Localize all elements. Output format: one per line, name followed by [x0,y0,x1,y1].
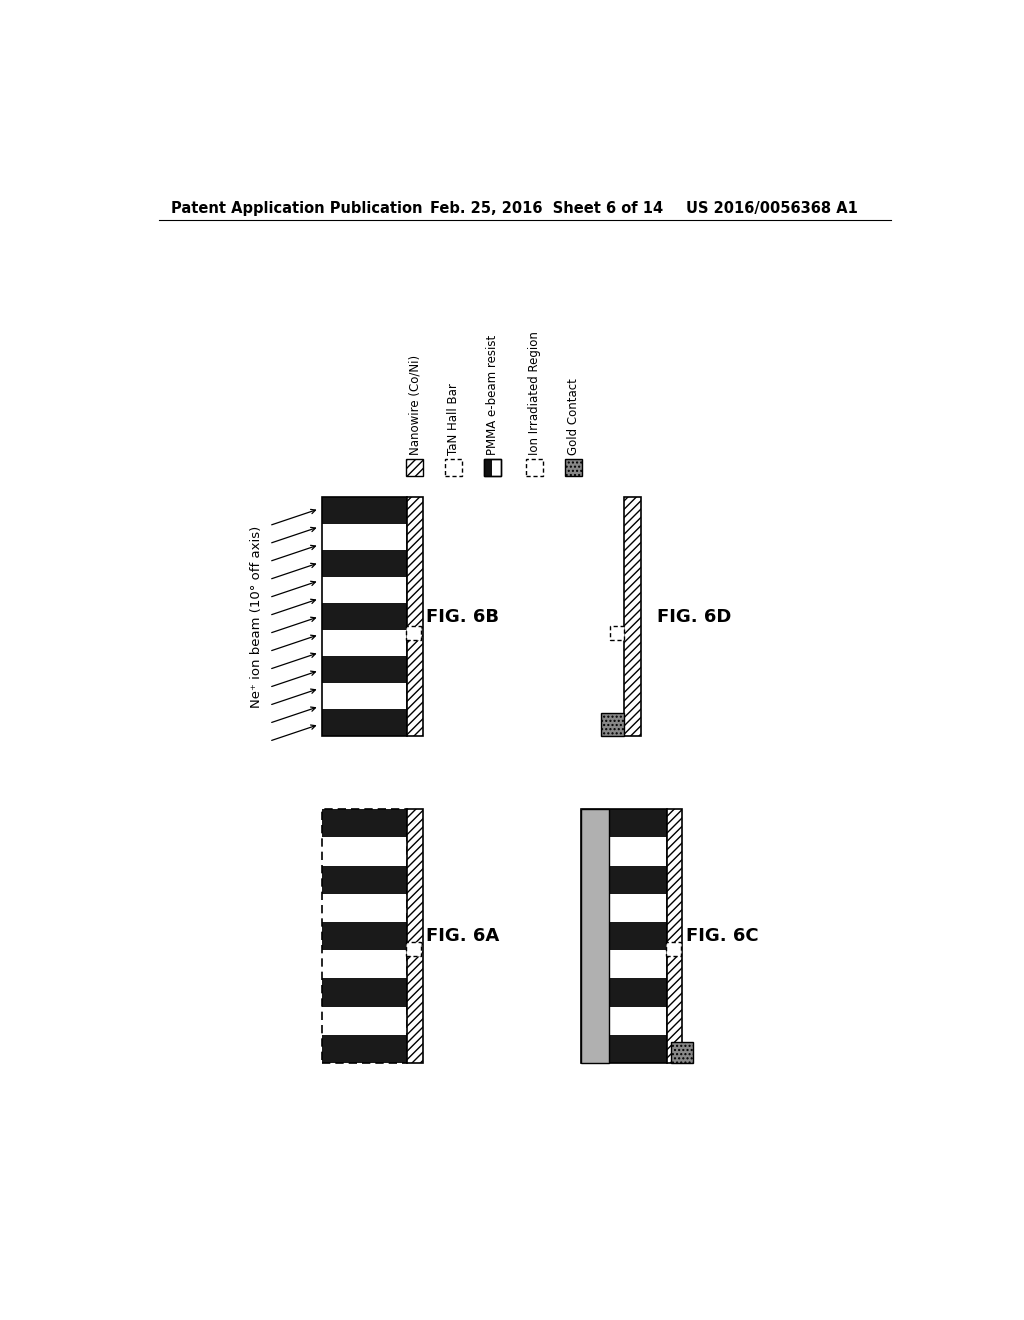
Bar [322,809,407,1063]
Text: FIG. 6B: FIG. 6B [426,607,500,626]
Bar [582,809,667,1063]
Bar [582,866,667,894]
Text: Ion Irradiated Region: Ion Irradiated Region [528,331,542,455]
Bar [407,626,421,640]
Text: PMMA e-beam resist: PMMA e-beam resist [485,334,499,455]
Text: FIG. 6D: FIG. 6D [656,607,731,626]
Text: FIG. 6A: FIG. 6A [426,927,500,945]
Bar [322,603,407,630]
Bar [582,1035,667,1063]
Bar [582,809,667,1063]
Bar [322,550,407,577]
Bar [483,459,493,475]
Text: Feb. 25, 2016  Sheet 6 of 14: Feb. 25, 2016 Sheet 6 of 14 [430,201,664,215]
Bar [582,921,667,950]
Bar [666,942,681,956]
Bar [322,709,407,737]
Text: TaN Hall Bar: TaN Hall Bar [447,383,460,455]
Bar [407,809,423,1063]
Bar [624,498,641,737]
Bar [322,498,407,737]
Bar [322,978,407,1007]
Bar [582,809,608,1063]
Bar [322,921,407,950]
Text: US 2016/0056368 A1: US 2016/0056368 A1 [686,201,858,215]
Bar [582,809,667,837]
Text: Nanowire (Co/Ni): Nanowire (Co/Ni) [409,355,421,455]
Bar [483,459,501,475]
Bar [601,713,624,737]
Bar [407,459,423,475]
Bar [322,809,407,1063]
Bar [407,498,423,737]
Text: FIG. 6C: FIG. 6C [686,927,759,945]
Bar [322,809,407,837]
Text: Patent Application Publication: Patent Application Publication [171,201,422,215]
Text: Gold Contact: Gold Contact [567,378,581,455]
Bar [565,459,583,475]
Bar [667,809,682,1063]
Bar [526,459,544,475]
Bar [322,498,407,737]
Bar [445,459,462,475]
Bar [322,866,407,894]
Bar [672,1041,693,1063]
Bar [322,1035,407,1063]
Bar [483,459,501,475]
Bar [407,942,421,956]
Bar [322,498,407,524]
Bar [322,656,407,682]
Text: Ne⁺ ion beam (10° off axis): Ne⁺ ion beam (10° off axis) [250,525,263,708]
Bar [582,809,608,1063]
Bar [610,626,624,640]
Bar [582,978,667,1007]
